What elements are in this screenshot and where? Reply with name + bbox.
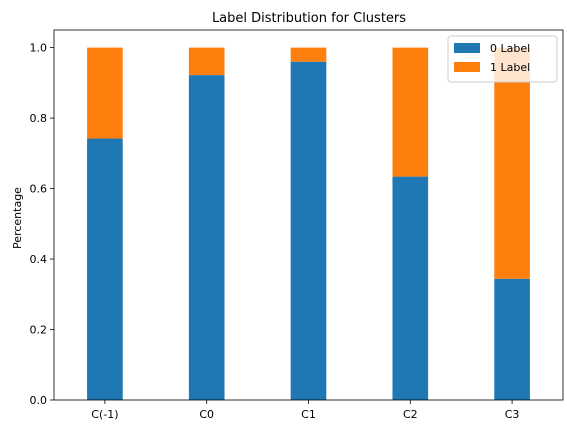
x-tick-label: C(-1) bbox=[91, 408, 118, 421]
y-tick-label: 0.0 bbox=[30, 394, 48, 407]
legend-label: 0 Label bbox=[490, 42, 530, 55]
y-axis: 0.0 0.2 0.4 0.6 0.8 1.0 bbox=[30, 42, 54, 407]
x-tick-label: C2 bbox=[403, 408, 418, 421]
bar-label0-2 bbox=[290, 61, 327, 400]
bar-label0-4 bbox=[494, 278, 530, 400]
bar-label0-0 bbox=[87, 138, 123, 401]
y-tick-label: 1.0 bbox=[30, 42, 48, 55]
x-axis: C(-1) C0 C1 C2 C3 bbox=[91, 400, 519, 421]
bar-label1-3 bbox=[392, 47, 429, 177]
legend-swatch bbox=[454, 43, 480, 53]
legend-swatch bbox=[454, 62, 480, 72]
x-tick-label: C3 bbox=[505, 408, 520, 421]
x-tick-label: C0 bbox=[199, 408, 214, 421]
y-tick-label: 0.2 bbox=[30, 324, 48, 337]
bar-label0-3 bbox=[392, 176, 429, 400]
bars-layer bbox=[87, 47, 530, 401]
bar-label1-0 bbox=[87, 47, 123, 139]
chart-title: Label Distribution for Clusters bbox=[212, 11, 406, 26]
x-tick-label: C1 bbox=[301, 408, 316, 421]
bar-label1-4 bbox=[494, 47, 530, 279]
legend-label: 1 Label bbox=[490, 61, 530, 74]
legend: 0 Label 1 Label bbox=[447, 35, 558, 83]
bar-label1-2 bbox=[290, 47, 327, 62]
bar-label0-1 bbox=[188, 75, 225, 400]
bar-label1-1 bbox=[188, 47, 225, 76]
y-tick-label: 0.6 bbox=[30, 183, 48, 196]
y-axis-label: Percentage bbox=[11, 187, 24, 249]
y-tick-label: 0.4 bbox=[30, 253, 48, 266]
y-tick-label: 0.8 bbox=[30, 112, 48, 125]
